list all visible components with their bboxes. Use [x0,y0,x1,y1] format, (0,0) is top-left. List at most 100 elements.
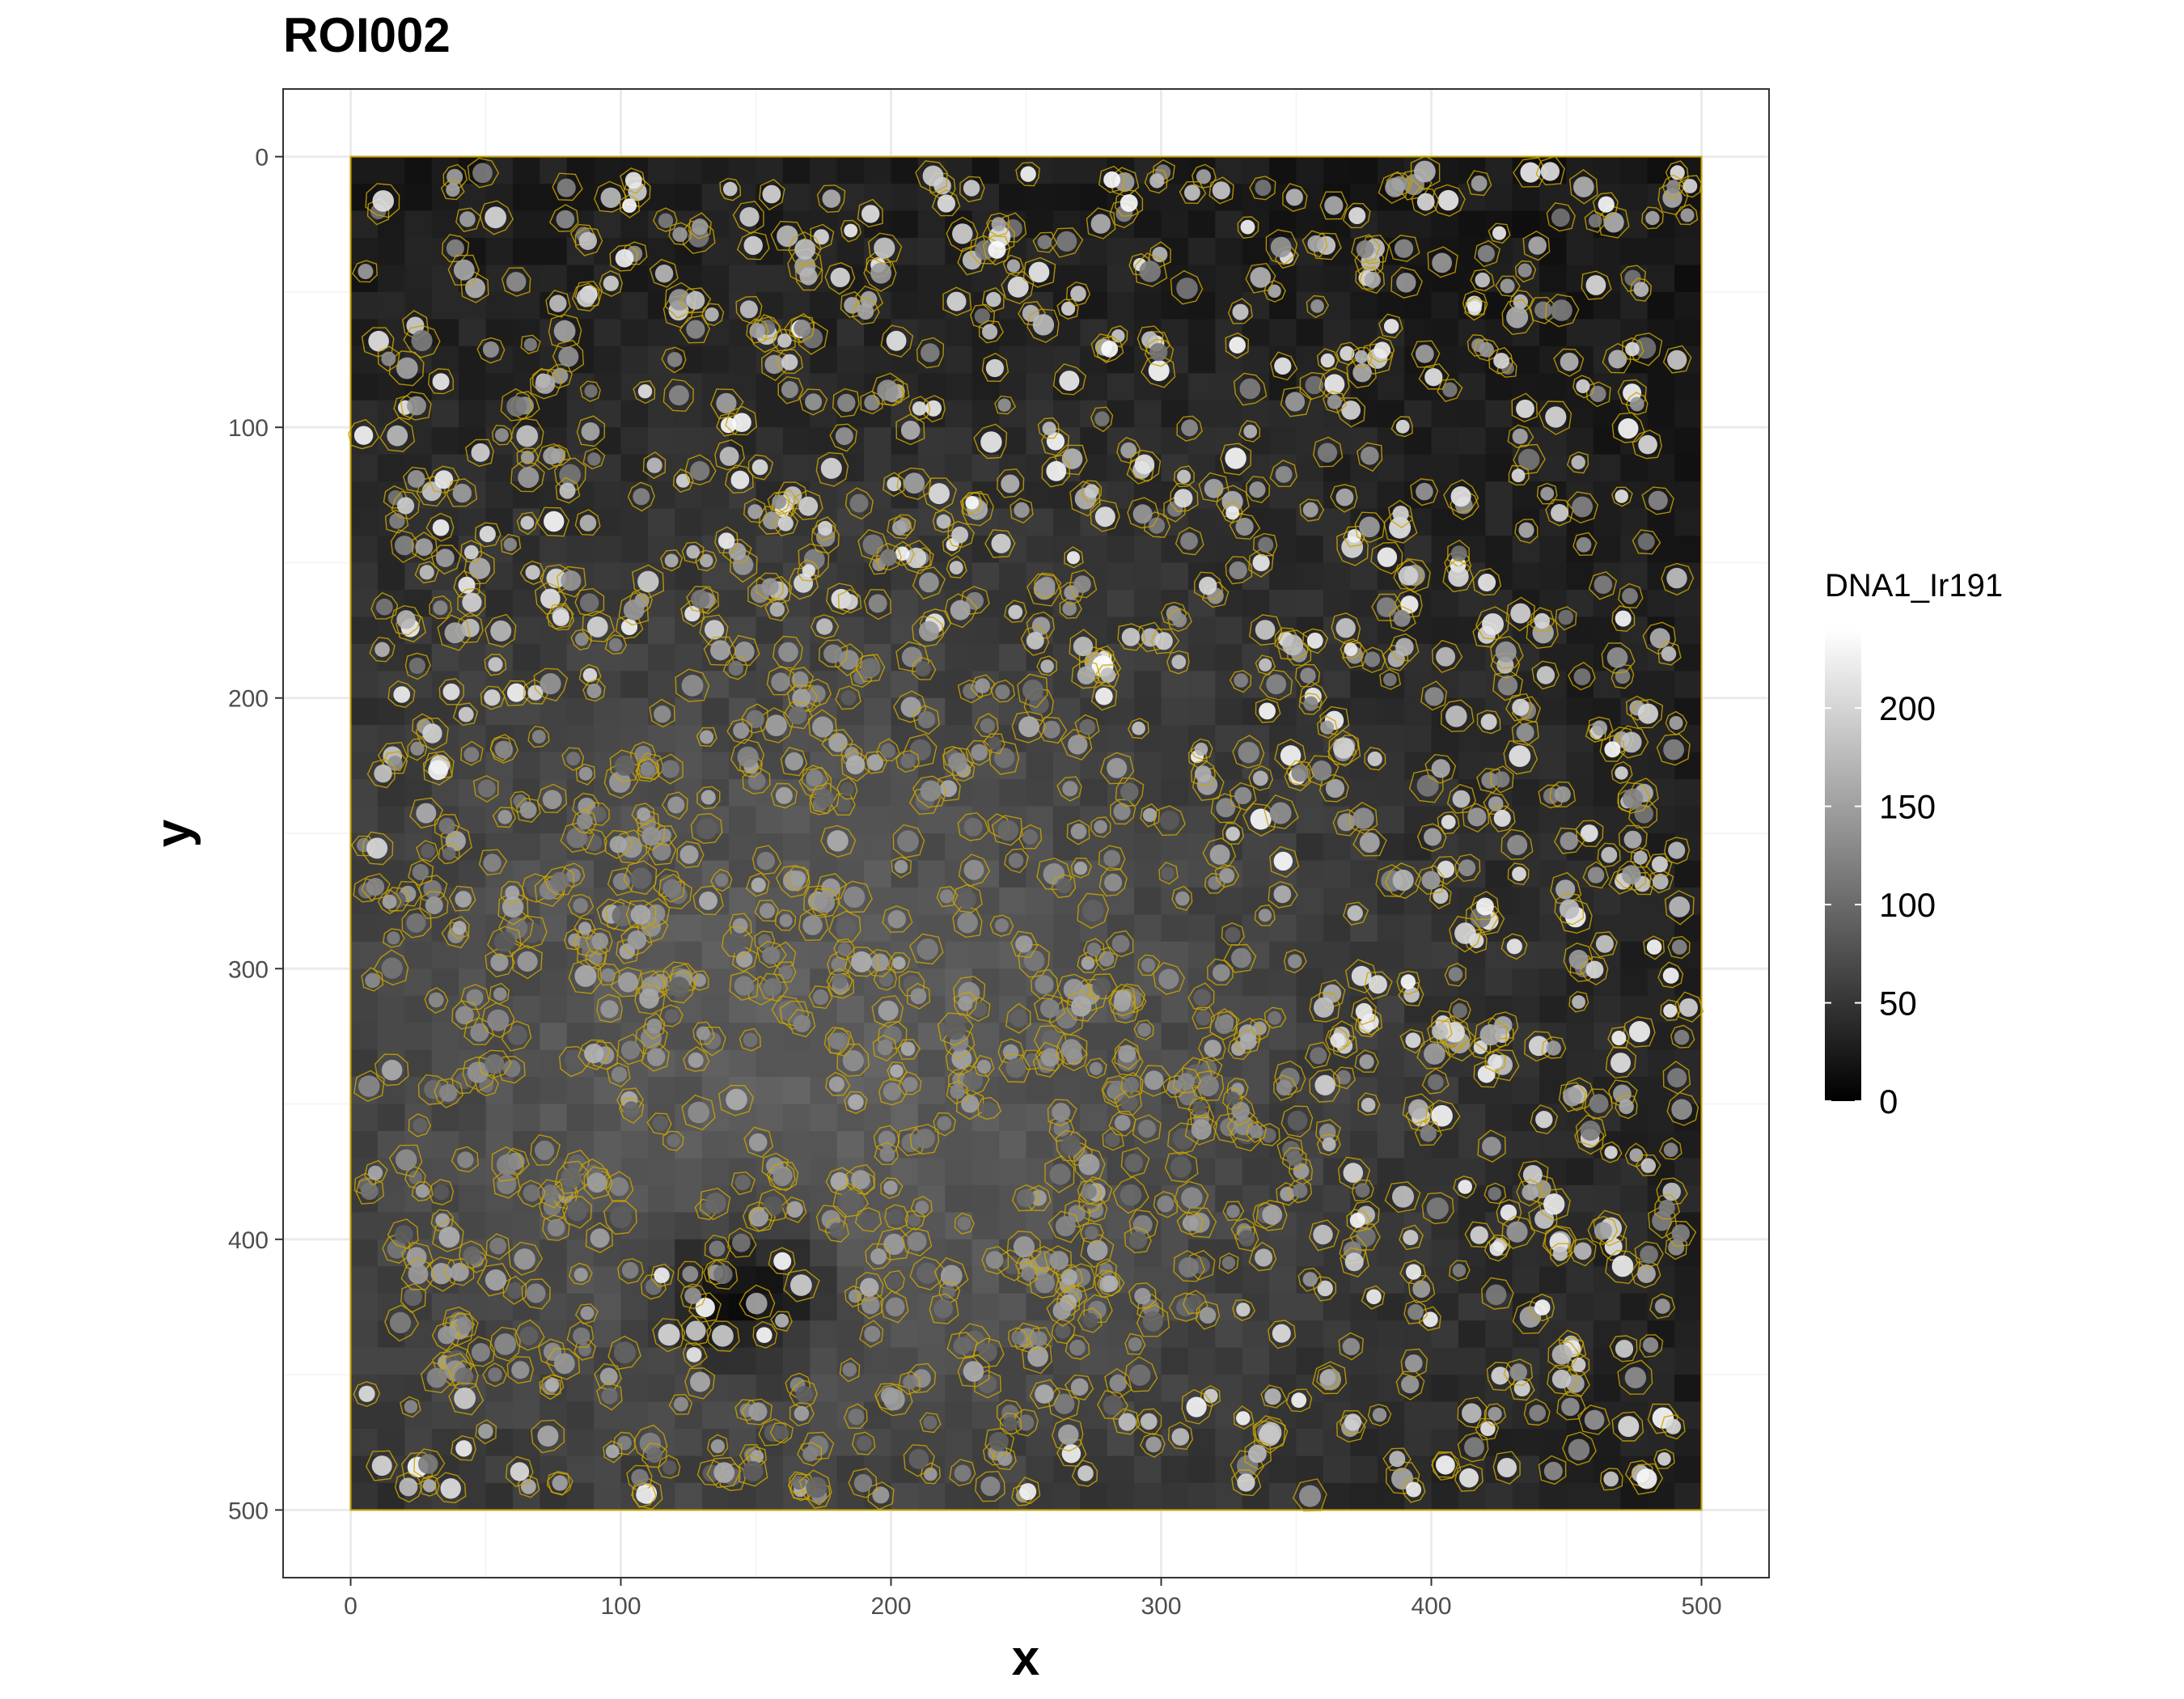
intensity-block [350,156,379,184]
cell-nucleus [751,877,766,892]
intensity-block [1323,860,1351,888]
cell-nucleus [778,642,798,663]
cell-nucleus [747,504,763,519]
cell-nucleus [710,640,730,661]
cell-nucleus [762,946,781,964]
intensity-block [594,1104,622,1132]
cell-nucleus [407,470,425,488]
cell-nucleus [613,1341,636,1364]
intensity-block [350,1131,379,1159]
cell-nucleus [1092,977,1111,997]
cell-nucleus [1270,236,1292,258]
intensity-block [1431,1347,1459,1375]
cell-nucleus [874,237,895,259]
intensity-block [1404,941,1433,969]
cell-nucleus [1317,443,1338,463]
intensity-block [404,427,433,455]
cell-nucleus [1120,442,1137,459]
cell-nucleus [805,393,823,411]
cell-nucleus [1212,181,1230,200]
cell-nucleus [719,447,739,466]
intensity-block [1242,589,1270,617]
cell-nucleus [1258,909,1272,922]
intensity-block [1512,1131,1540,1159]
cell-nucleus [609,836,627,854]
intensity-block [1187,319,1216,347]
cell-nucleus [614,755,635,776]
cell-nucleus [1594,575,1613,594]
cell-nucleus [523,1184,540,1202]
intensity-block [1539,184,1568,212]
intensity-block [350,1239,379,1267]
intensity-block [1107,291,1135,320]
intensity-block [647,1158,675,1186]
intensity-block [540,1401,568,1430]
cell-nucleus [566,827,587,849]
cell-nucleus [471,1343,490,1362]
intensity-block [701,1077,730,1105]
intensity-block [1269,968,1297,997]
intensity-block [945,1401,973,1430]
intensity-block [1052,1482,1081,1510]
intensity-block [864,345,892,374]
intensity-block [566,1104,595,1132]
intensity-block [1080,1077,1108,1105]
intensity-block [1512,1455,1540,1484]
cell-nucleus [488,1367,502,1382]
intensity-block [404,210,433,239]
intensity-block [1080,1023,1108,1051]
intensity-block [431,1023,459,1051]
intensity-block [404,995,433,1023]
intensity-block [1026,1077,1054,1105]
intensity-block [1566,752,1594,780]
cell-nucleus [667,1133,680,1147]
intensity-block [1431,1375,1459,1403]
intensity-block [512,238,540,266]
intensity-block [1080,373,1108,401]
intensity-block [1512,1239,1540,1267]
intensity-block [1134,589,1162,617]
intensity-block [1377,1293,1405,1321]
intensity-block [1485,1482,1513,1510]
intensity-block [1404,914,1433,943]
cell-nucleus [1364,651,1381,667]
cell-nucleus [1679,998,1698,1017]
cell-nucleus [559,464,582,486]
cell-nucleus [1424,687,1444,706]
cell-nucleus [1414,160,1436,183]
cell-nucleus [366,878,385,896]
intensity-block [917,806,946,834]
cell-nucleus [730,470,750,489]
intensity-block [540,400,568,428]
cell-nucleus [705,620,725,640]
intensity-block [836,860,865,888]
cell-nucleus [535,1140,555,1160]
cell-nucleus [686,1320,706,1341]
intensity-block [1377,481,1405,510]
cell-nucleus [511,1361,530,1379]
cell-nucleus [728,660,743,676]
intensity-block [729,833,757,862]
cell-nucleus [922,165,944,187]
intensity-block [971,1293,1000,1321]
intensity-block [350,941,379,969]
intensity-block [350,1320,379,1349]
cell-nucleus [1178,1256,1199,1277]
intensity-block [701,968,730,997]
cell-nucleus [417,1454,438,1474]
cell-nucleus [900,421,921,440]
intensity-block [404,1347,433,1375]
intensity-block [1161,995,1189,1023]
intensity-block [1080,779,1108,807]
cell-nucleus [690,1371,710,1392]
intensity-block [1161,697,1189,726]
intensity-block [945,427,973,455]
intensity-block [675,184,703,212]
cell-nucleus [553,1353,575,1375]
cell-nucleus [1221,1256,1236,1270]
intensity-block [594,345,622,374]
cell-nucleus [1506,938,1522,955]
cell-nucleus [664,1009,679,1023]
intensity-block [1404,454,1433,482]
cell-nucleus [904,472,925,494]
